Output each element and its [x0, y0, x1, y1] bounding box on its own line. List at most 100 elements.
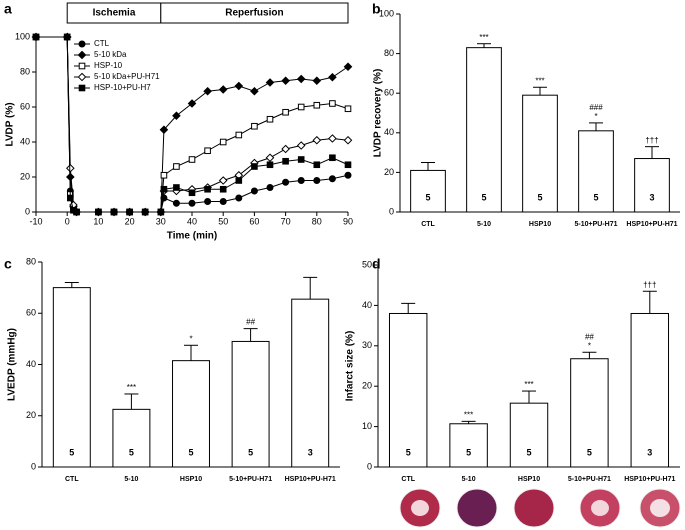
legend-marker [77, 50, 87, 60]
point [251, 122, 258, 130]
point [265, 78, 275, 87]
point [297, 156, 305, 163]
significance: *** [127, 383, 136, 392]
x-tick-label: 5-10 [124, 476, 138, 483]
y-tick-label: 60 [20, 101, 30, 111]
point [250, 86, 259, 96]
bar [522, 94, 558, 213]
point [297, 177, 305, 184]
bar [570, 358, 609, 468]
y-axis-title: LVDP recovery (%) [373, 69, 384, 158]
point [343, 135, 353, 145]
y-tick-label: 20 [384, 167, 394, 177]
point [313, 161, 321, 169]
y-axis-title: LVEDP (mmHg) [7, 328, 18, 401]
y-tick-label: 20 [20, 171, 30, 181]
legend-label: HSP-10+PU-H7 [94, 83, 151, 92]
significance: * [594, 112, 597, 121]
point [296, 141, 306, 150]
point [67, 194, 74, 202]
point [159, 125, 169, 135]
point [343, 62, 353, 72]
n-label: 5 [466, 447, 471, 457]
x-tick-label: 0 [65, 216, 70, 226]
y-tick-label: 100 [379, 8, 394, 18]
heart-core [591, 500, 609, 516]
significance: ### [589, 103, 603, 112]
heart-slice [513, 488, 555, 528]
x-tick-label: HSP10+PU-H71 [624, 476, 675, 483]
point [328, 134, 337, 143]
legend-marker [78, 40, 86, 48]
bar [410, 169, 446, 213]
bar [388, 312, 428, 468]
point [203, 86, 212, 96]
point [204, 185, 211, 193]
bar [449, 423, 488, 468]
x-tick-label: 90 [343, 216, 353, 226]
y-tick-label: 0 [389, 206, 394, 216]
n-label: 3 [308, 447, 313, 457]
bar [112, 408, 151, 468]
significance: ## [246, 318, 255, 327]
point [110, 208, 118, 216]
x-tick-label: HSP10 [518, 476, 540, 483]
legend-marker [77, 72, 87, 82]
n-label: 3 [649, 192, 654, 202]
x-tick-label: 5-10+PU-H71 [568, 476, 611, 483]
y-tick-label: 20 [26, 410, 36, 420]
point [172, 199, 180, 207]
point [157, 208, 165, 216]
point [173, 184, 180, 191]
x-tick-label: 5-10+PU-H71 [229, 476, 272, 483]
n-label: 5 [69, 447, 74, 457]
n-label: 5 [481, 192, 486, 202]
point [218, 176, 228, 185]
n-label: 5 [537, 192, 542, 202]
hearts [399, 488, 681, 528]
y-tick-label: 60 [384, 88, 394, 98]
y-tick-label: 80 [26, 256, 36, 266]
y-tick-label: 60 [26, 308, 36, 318]
y-tick-label: 40 [384, 127, 394, 137]
point [297, 103, 305, 111]
point [282, 108, 289, 116]
bar [231, 340, 270, 468]
significance: ## [585, 332, 594, 341]
point [218, 85, 228, 94]
point [188, 156, 196, 163]
point [235, 177, 243, 184]
point [266, 115, 274, 123]
point [235, 131, 243, 139]
point [266, 184, 274, 191]
x-tick-label: CTL [401, 476, 415, 483]
y-tick-label: 50 [362, 259, 372, 269]
point [328, 72, 337, 82]
point [312, 135, 322, 145]
bar [634, 158, 670, 213]
point [281, 76, 290, 86]
n-label: 3 [647, 447, 652, 457]
point [188, 199, 196, 207]
point [187, 99, 197, 108]
bar [291, 298, 330, 468]
y-tick-label: 40 [26, 359, 36, 369]
y-tick-label: 20 [362, 381, 372, 391]
phase-label: Reperfusion [225, 8, 283, 19]
bar [509, 402, 549, 468]
x-tick-label: CTL [65, 476, 79, 483]
x-tick-label: 5-10+PU-H71 [575, 221, 618, 228]
point [204, 147, 211, 155]
bar [52, 287, 91, 468]
y-tick-label: 10 [362, 421, 372, 431]
point [344, 171, 352, 179]
point [328, 175, 336, 183]
y-tick-label: 30 [362, 340, 372, 350]
point [312, 76, 322, 86]
legend-label: 5-10 kDa [94, 50, 127, 59]
point [250, 187, 258, 195]
x-axis-title: Time (min) [167, 231, 217, 242]
significance: ††† [643, 280, 656, 289]
